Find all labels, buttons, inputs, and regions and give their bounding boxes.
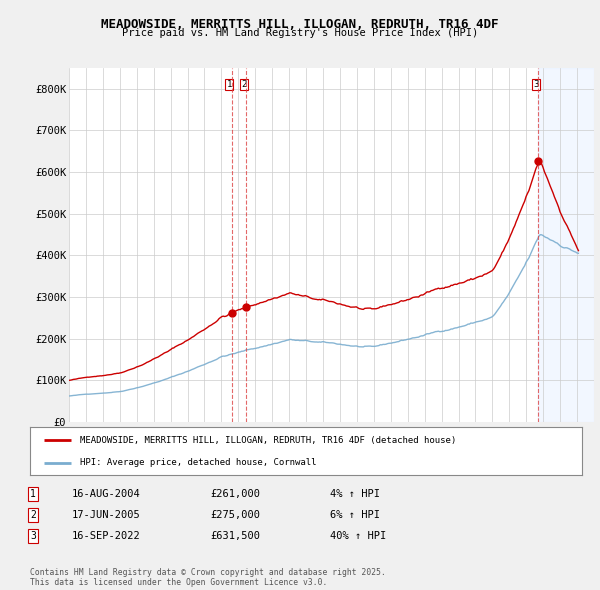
Text: Contains HM Land Registry data © Crown copyright and database right 2025.
This d: Contains HM Land Registry data © Crown c… [30, 568, 386, 587]
Text: £261,000: £261,000 [210, 489, 260, 499]
Text: £631,500: £631,500 [210, 532, 260, 541]
Text: 16-SEP-2022: 16-SEP-2022 [72, 532, 141, 541]
Text: HPI: Average price, detached house, Cornwall: HPI: Average price, detached house, Corn… [80, 458, 316, 467]
Text: 2: 2 [30, 510, 36, 520]
Text: 1: 1 [30, 489, 36, 499]
Text: 2: 2 [241, 80, 246, 89]
Text: 1: 1 [227, 80, 232, 89]
Text: 3: 3 [533, 80, 538, 89]
Text: 4% ↑ HPI: 4% ↑ HPI [330, 489, 380, 499]
Text: MEADOWSIDE, MERRITTS HILL, ILLOGAN, REDRUTH, TR16 4DF: MEADOWSIDE, MERRITTS HILL, ILLOGAN, REDR… [101, 18, 499, 31]
Text: 6% ↑ HPI: 6% ↑ HPI [330, 510, 380, 520]
Text: 3: 3 [30, 532, 36, 541]
Text: 17-JUN-2005: 17-JUN-2005 [72, 510, 141, 520]
Text: £275,000: £275,000 [210, 510, 260, 520]
Text: MEADOWSIDE, MERRITTS HILL, ILLOGAN, REDRUTH, TR16 4DF (detached house): MEADOWSIDE, MERRITTS HILL, ILLOGAN, REDR… [80, 435, 456, 445]
Text: Price paid vs. HM Land Registry's House Price Index (HPI): Price paid vs. HM Land Registry's House … [122, 28, 478, 38]
Bar [538, 68, 594, 422]
Text: 16-AUG-2004: 16-AUG-2004 [72, 489, 141, 499]
Text: 40% ↑ HPI: 40% ↑ HPI [330, 532, 386, 541]
